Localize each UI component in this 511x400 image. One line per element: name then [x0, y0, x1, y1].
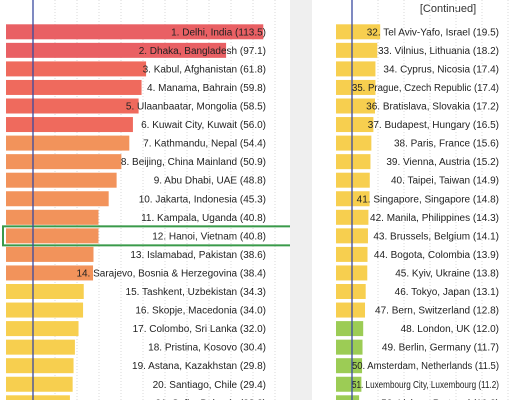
bar-label: 2. Dhaka, Bangladesh (97.1): [139, 46, 266, 57]
bar-label: 42. Manila, Philippines (14.3): [370, 213, 499, 224]
bar: [336, 42, 378, 58]
bar: [336, 339, 363, 355]
bar: [6, 117, 133, 133]
bar-label: 33. Vilnius, Lithuania (18.2): [378, 46, 499, 57]
continued-header: [Continued]: [420, 3, 476, 15]
bar-label: 49. Berlin, Germany (11.7): [382, 343, 499, 354]
bar-label: 36. Bratislava, Slovakia (17.2): [366, 102, 499, 113]
bar-label: 8. Beijing, China Mainland (50.9): [121, 157, 266, 168]
bar: [6, 209, 99, 225]
bar-label: 46. Tokyo, Japan (13.1): [395, 287, 499, 298]
bar-label: 40. Taipei, Taiwan (14.9): [391, 176, 499, 187]
bar: [336, 79, 376, 95]
bar-label: 47. Bern, Switzerland (12.8): [375, 306, 499, 317]
bar-label: 48. London, UK (12.0): [401, 324, 499, 335]
bar-label: 43. Brussels, Belgium (14.1): [373, 231, 499, 242]
bar: [6, 79, 142, 95]
bar: [6, 135, 130, 151]
bar-label: 17. Colombo, Sri Lanka (32.0): [133, 324, 266, 335]
bar: [336, 135, 372, 151]
bar: [6, 228, 99, 244]
bar-label: 15. Tashkent, Uzbekistan (34.3): [126, 287, 266, 298]
bar: [6, 395, 70, 400]
bar-label: 21. Sofia, Bulgaria (28.2): [155, 398, 266, 400]
bar-label: 35. Prague, Czech Republic (17.4): [352, 83, 499, 94]
bar-label: 34. Cyprus, Nicosia (17.4): [383, 64, 499, 75]
bar: [6, 42, 227, 58]
bar: [6, 302, 84, 318]
bar: [6, 172, 117, 188]
bar: [336, 24, 381, 40]
bar: [6, 191, 109, 207]
bar-label: 39. Vienna, Austria (15.2): [386, 157, 499, 168]
bar-label: 1. Delhi, India (113.5): [171, 27, 266, 38]
bar: [6, 98, 139, 114]
bar-label: 14. Sarajevo, Bosnia & Herzegovina (38.4…: [76, 268, 266, 279]
bar: [336, 61, 376, 77]
bar: [6, 376, 73, 392]
left-ranking-panel: 1. Delhi, India (113.5) 2. Dhaka, Banglad…: [2, 0, 292, 400]
bar: [336, 395, 360, 400]
bar: [6, 265, 94, 281]
bar: [336, 191, 370, 207]
bar-label: 16. Skopje, Macedonia (34.0): [135, 306, 266, 317]
bar: [336, 98, 375, 114]
bar-label: 45. Kyiv, Ukraine (13.8): [395, 268, 499, 279]
bar-label: 13. Islamabad, Pakistan (38.6): [130, 250, 266, 261]
bar: [336, 376, 362, 392]
bar: [6, 154, 122, 170]
bar: [6, 24, 264, 40]
bar-label: 7. Kathmandu, Nepal (54.4): [143, 139, 266, 150]
bar-label: 9. Abu Dhabi, UAE (48.8): [154, 176, 266, 187]
bar-label: 11. Kampala, Uganda (40.8): [141, 213, 266, 224]
bar-label: 41. Singapore, Singapore (14.8): [357, 194, 499, 205]
bar-label: 51. Luxembourg City, Luxembourg (11.2): [352, 380, 499, 391]
bar: [6, 321, 79, 337]
bar-label: 3. Kabul, Afghanistan (61.8): [143, 64, 266, 75]
bar-label: 18. Pristina, Kosovo (30.4): [148, 343, 266, 354]
bar-label: 12. Hanoi, Vietnam (40.8): [152, 231, 266, 242]
bar-label: 19. Astana, Kazakhstan (29.8): [132, 361, 266, 372]
bar: [336, 358, 363, 374]
panel-divider: [290, 0, 312, 400]
bar: [336, 172, 370, 188]
bar-label: 37. Budapest, Hungary (16.5): [368, 120, 499, 131]
bar: [6, 246, 94, 262]
bar: [336, 284, 366, 299]
bar-label: 4. Manama, Bahrain (59.8): [147, 83, 266, 94]
bar-label: 10. Jakarta, Indonesia (45.3): [139, 194, 266, 205]
bar-label: 44. Bogota, Colombia (13.9): [374, 250, 499, 261]
bar-label: 6. Kuwait City, Kuwait (56.0): [141, 120, 266, 131]
bar-label: 52. Lisbon, Portugal (10.2): [381, 398, 499, 400]
bar: [6, 358, 74, 374]
bar: [6, 61, 147, 77]
bar: [336, 154, 371, 170]
bar: [336, 117, 374, 133]
bar: [6, 284, 84, 299]
bar: [336, 321, 364, 337]
bar-label: 32. Tel Aviv-Yafo, Israel (19.5): [367, 27, 499, 38]
bar-label: 38. Paris, France (15.6): [394, 139, 499, 150]
right-ranking-panel: [Continued] 32. Tel Aviv-Yafo, Israel (1…: [336, 0, 509, 400]
bar-label: 5. Ulaanbaatar, Mongolia (58.5): [126, 102, 266, 113]
bar-label: 50. Amsterdam, Netherlands (11.5): [352, 361, 499, 372]
bar: [6, 339, 75, 355]
bar-label: 20. Santiago, Chile (29.4): [153, 380, 266, 391]
bar: [336, 302, 366, 318]
